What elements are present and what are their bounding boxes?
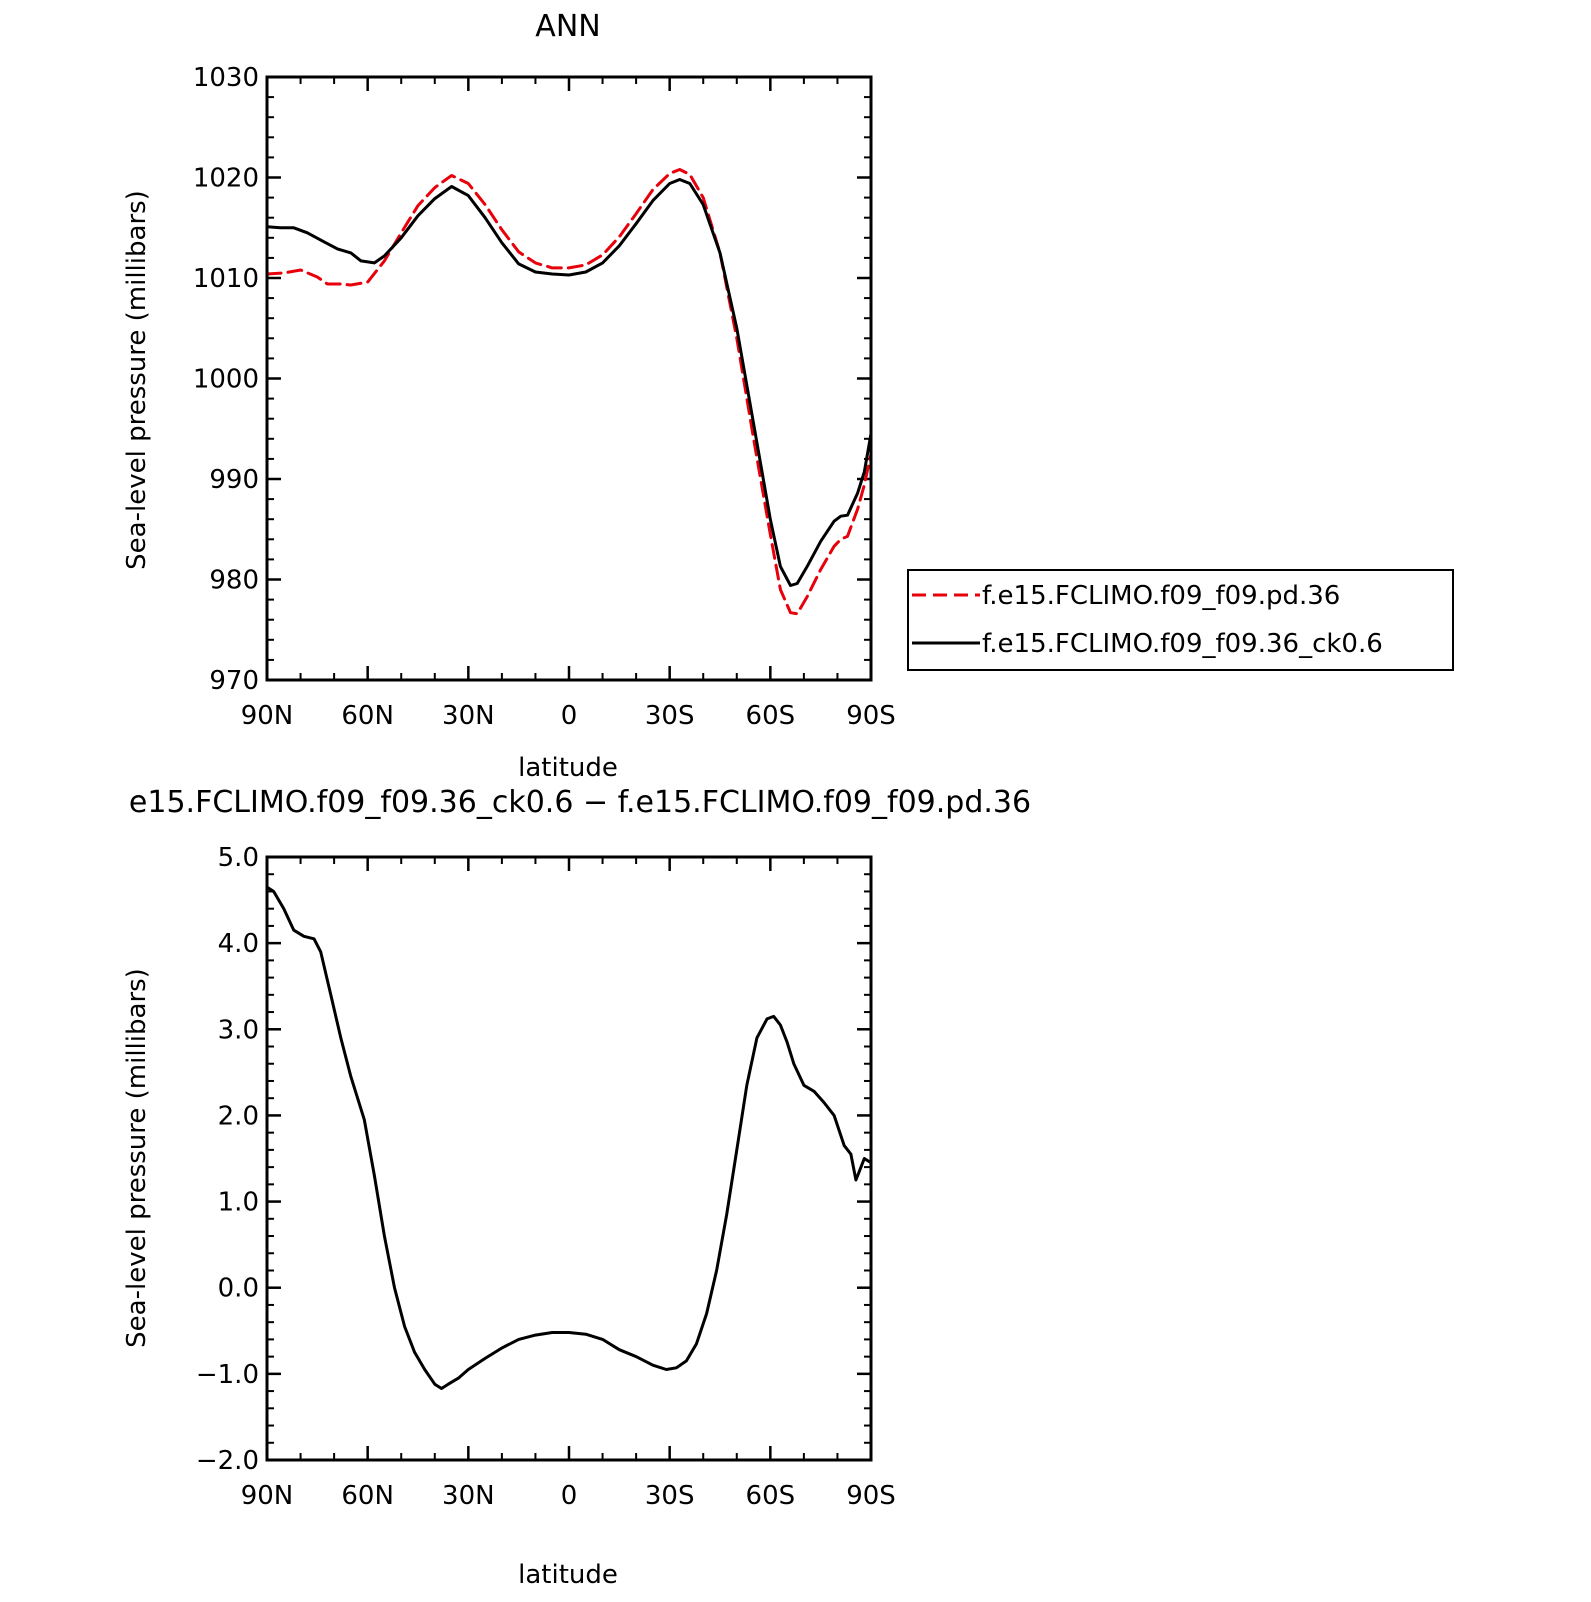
x-tick-label: 60S <box>746 701 796 731</box>
chart-title-top: ANN <box>535 9 600 44</box>
y-tick-label: −1.0 <box>196 1360 259 1390</box>
y-tick-label: 4.0 <box>218 929 259 959</box>
y-tick-label: 1020 <box>193 164 259 194</box>
x-tick-label: 90N <box>241 1481 294 1511</box>
x-tick-label: 30N <box>442 1481 495 1511</box>
legend-label-ck06: f.e15.FCLIMO.f09_f09.36_ck0.6 <box>982 629 1383 659</box>
y-axis-label-top: Sea-level pressure (millibars) <box>122 190 152 570</box>
series-line-pd36 <box>265 168 873 616</box>
series-group-bottom <box>265 885 873 1390</box>
x-tick-label: 0 <box>561 701 578 731</box>
y-tick-label: 2.0 <box>218 1101 259 1131</box>
x-tick-label: 0 <box>561 1481 578 1511</box>
series-line-difference <box>265 885 873 1390</box>
plot-frame-top <box>265 75 873 682</box>
x-tick-label: 30S <box>645 701 695 731</box>
x-tick-label: 90S <box>846 1481 896 1511</box>
y-tick-label: 980 <box>209 566 259 596</box>
y-tick-label: 970 <box>209 666 259 696</box>
plot-frame-bottom <box>265 855 873 1462</box>
series-group-top <box>265 168 873 616</box>
x-tick-label: 30N <box>442 701 495 731</box>
panel-bottom: e15.FCLIMO.f09_f09.36_ck0.6 − f.e15.FCLI… <box>122 785 1031 1590</box>
x-tick-label: 90S <box>846 701 896 731</box>
y-tick-label: 3.0 <box>218 1015 259 1045</box>
tick-labels-top: 90N 60N 30N 0 30S 60S 90S 970 980 990 1000 1010 1020… <box>193 63 896 731</box>
tick-labels-bottom: 90N 60N 30N 0 30S 60S 90S −2.0 −1.0 0.0 1.0 2.0 3.0 4… <box>196 843 896 1511</box>
panel-top: ANN 90N 60N 30N 0 30S 60S 90S 970 980 990 1000 1010… <box>122 9 896 783</box>
y-tick-label: 1.0 <box>218 1188 259 1218</box>
y-tick-label: 1000 <box>193 365 259 395</box>
x-tick-label: 60N <box>341 1481 394 1511</box>
x-tick-label: 60N <box>341 701 394 731</box>
y-tick-label: 0.0 <box>218 1274 259 1304</box>
x-tick-label: 60S <box>746 1481 796 1511</box>
series-line-ck06 <box>265 178 873 587</box>
ticks-bottom <box>265 855 873 1462</box>
y-tick-label: 5.0 <box>218 843 259 873</box>
legend-label-pd36: f.e15.FCLIMO.f09_f09.pd.36 <box>982 581 1340 611</box>
y-tick-label: −2.0 <box>196 1446 259 1476</box>
y-axis-label-bottom: Sea-level pressure (millibars) <box>122 968 152 1348</box>
y-tick-label: 990 <box>209 465 259 495</box>
chart-title-bottom: e15.FCLIMO.f09_f09.36_ck0.6 − f.e15.FCLI… <box>129 785 1031 820</box>
x-axis-label-top: latitude <box>518 753 618 783</box>
legend: f.e15.FCLIMO.f09_f09.pd.36 f.e15.FCLIMO.… <box>907 569 1454 671</box>
x-tick-label: 90N <box>241 701 294 731</box>
x-tick-label: 30S <box>645 1481 695 1511</box>
x-axis-label-bottom: latitude <box>518 1560 618 1590</box>
legend-box <box>907 569 1454 671</box>
y-tick-label: 1010 <box>193 264 259 294</box>
y-tick-label: 1030 <box>193 63 259 93</box>
